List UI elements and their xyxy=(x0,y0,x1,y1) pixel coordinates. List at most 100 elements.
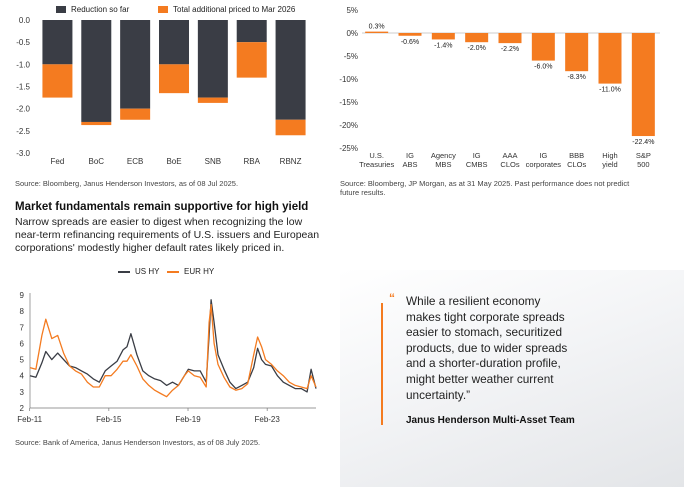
bar-reduction-so-far xyxy=(159,20,189,65)
hy-spreads-line-chart: 9 8 7 6 5 4 3 2 Feb-11 Feb-15 Feb-19 Feb-23 xyxy=(17,291,317,424)
bar-return xyxy=(431,33,455,40)
chart1-legend-item-0: Reduction so far xyxy=(56,5,129,14)
bar-additional-priced xyxy=(275,119,306,136)
x-tick-label: CLOs xyxy=(567,160,586,169)
x-tick-label: U.S. xyxy=(369,151,384,160)
bar-additional-priced xyxy=(197,97,228,103)
y-tick-label: -15% xyxy=(339,98,358,107)
x-tick-label: CLOs xyxy=(500,160,519,169)
quote-line-3: easier to stomach, securitized xyxy=(406,325,563,340)
x-tick-label: corporates xyxy=(526,160,562,169)
bar-additional-priced xyxy=(236,42,267,78)
bar-additional-priced xyxy=(159,64,189,94)
data-label: -2.2% xyxy=(501,46,519,53)
bar-reduction-so-far xyxy=(42,20,73,65)
x-tick-label: Feb-23 xyxy=(254,415,280,424)
bar-return xyxy=(598,33,622,84)
legend-swatch-dark xyxy=(56,6,66,13)
asset-returns-bar-chart: 5% 0% -5% -10% -15% -20% -25% 0.3% U.S.Treasurie… xyxy=(339,6,660,169)
x-tick-label: High xyxy=(602,151,617,160)
bar-return xyxy=(465,33,489,43)
quote-panel xyxy=(340,270,684,487)
intro-line-2: near-term refinancing requirements of U.… xyxy=(15,229,320,241)
quote-text: While a resilient economy makes tight co… xyxy=(406,294,606,403)
y-tick-label: -20% xyxy=(339,121,358,130)
bar-return xyxy=(631,33,655,137)
chart2-source: Source: Bloomberg, JP Morgan, as at 31 M… xyxy=(340,179,629,197)
y-tick-label: 8 xyxy=(20,307,25,316)
quote-line-2: makes tight corporate spreads xyxy=(406,309,565,324)
x-tick-label: SNB xyxy=(205,157,221,166)
quote-line-5: and a shorter-duration profile, xyxy=(406,356,561,371)
y-tick-label: 9 xyxy=(20,291,25,300)
bar-additional-priced xyxy=(120,108,151,120)
chart3-source: Source: Bank of America, Janus Henderson… xyxy=(15,438,261,447)
legend-line-orange xyxy=(167,270,179,273)
y-tick-label: 3 xyxy=(20,388,25,397)
x-tick-label: BoC xyxy=(89,157,105,166)
chart2-source-line-1: Source: Bloomberg, JP Morgan, as at 31 M… xyxy=(340,179,630,188)
chart1-source: Source: Bloomberg, Janus Henderson Inves… xyxy=(15,179,239,188)
bar-return xyxy=(365,31,389,33)
y-tick-label: 7 xyxy=(20,323,25,332)
series-line-eur-hy xyxy=(29,304,317,398)
quote-author: Janus Henderson Multi-Asset Team xyxy=(406,415,575,426)
y-tick-label: 6 xyxy=(20,339,25,348)
data-label: -2.0% xyxy=(468,45,486,52)
y-tick-label: -2.0 xyxy=(16,105,30,114)
x-tick-label: RBNZ xyxy=(280,157,302,166)
series-line-us-hy xyxy=(29,299,317,393)
x-tick-label: Feb-19 xyxy=(175,415,201,424)
x-tick-label: BBB xyxy=(569,151,584,160)
x-tick-label: yield xyxy=(602,160,617,169)
bar-reduction-so-far xyxy=(81,20,112,122)
y-tick-label: -5% xyxy=(344,52,358,61)
y-tick-label: 5% xyxy=(346,6,358,15)
x-tick-label: Fed xyxy=(51,157,65,166)
quote-line-6: might better weather current xyxy=(406,371,554,386)
x-tick-label: IG xyxy=(406,151,414,160)
legend-line-dark xyxy=(118,270,130,273)
x-tick-label: IG xyxy=(539,151,547,160)
chart2-source-line-2: future results. xyxy=(340,188,386,197)
bar-return xyxy=(531,33,555,61)
x-tick-label: ECB xyxy=(127,157,143,166)
y-tick-label: -3.0 xyxy=(16,149,30,158)
quote-line-7: uncertainty.” xyxy=(406,387,471,402)
x-tick-label: Feb-15 xyxy=(96,415,122,424)
x-tick-label: ABS xyxy=(402,160,417,169)
quote-accent-bar xyxy=(381,303,383,425)
bar-additional-priced xyxy=(81,121,112,126)
y-tick-label: 5 xyxy=(20,356,25,365)
intro-line-3: corporations' modestly higher default ra… xyxy=(15,242,285,254)
y-tick-label: -0.5 xyxy=(16,38,30,47)
legend-swatch-orange xyxy=(158,6,168,13)
y-tick-label: 4 xyxy=(20,372,25,381)
x-tick-label: Agency xyxy=(431,151,456,160)
x-tick-label: Feb-11 xyxy=(17,415,42,424)
data-label: 0.3% xyxy=(369,24,385,31)
legend-label: EUR HY xyxy=(184,267,215,276)
bar-return xyxy=(565,33,589,72)
y-tick-label: -1.0 xyxy=(16,60,30,69)
x-tick-label: S&P xyxy=(636,151,651,160)
x-tick-label: BoE xyxy=(166,157,181,166)
y-tick-label: 2 xyxy=(20,404,25,413)
bar-reduction-so-far xyxy=(275,20,306,120)
data-label: -6.0% xyxy=(534,64,552,71)
y-tick-label: -1.5 xyxy=(16,83,30,92)
legend-label: US HY xyxy=(135,267,160,276)
data-label: -8.3% xyxy=(568,74,586,81)
x-tick-label: MBS xyxy=(435,160,451,169)
quote-mark-icon: “ xyxy=(389,291,395,305)
y-tick-label: 0% xyxy=(346,29,358,38)
x-tick-label: CMBS xyxy=(466,160,488,169)
rate-cuts-bar-chart: 0.0 -0.5 -1.0 -1.5 -2.0 -2.5 -3.0 Fed BoC ECB BoE S… xyxy=(16,16,306,166)
x-tick-label: Treasuries xyxy=(359,160,394,169)
x-tick-label: IG xyxy=(473,151,481,160)
section-intro: Narrow spreads are easier to digest when… xyxy=(15,216,327,255)
x-tick-label: RBA xyxy=(243,157,260,166)
quote-line-1: While a resilient economy xyxy=(406,294,541,308)
bar-reduction-so-far xyxy=(120,20,151,109)
quote-line-4: products, due to wider spreads xyxy=(406,340,568,355)
